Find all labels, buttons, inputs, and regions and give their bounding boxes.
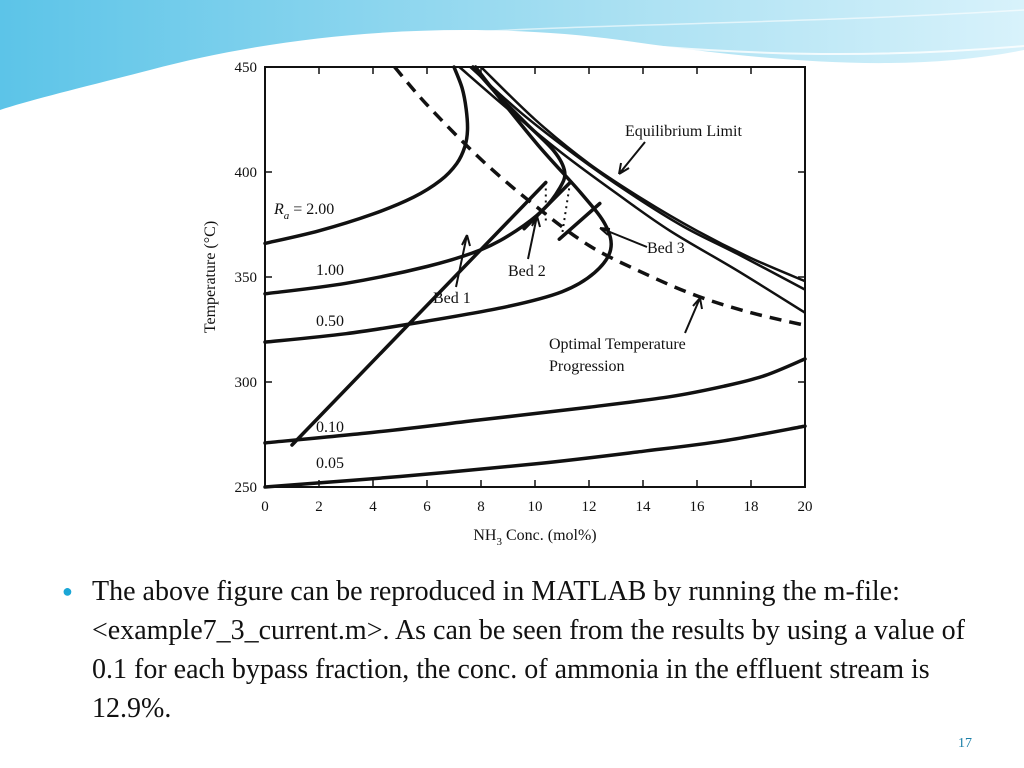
y-tick-label: 350 [235,270,258,286]
x-tick-label: 20 [798,499,813,515]
bullet-text: The above figure can be reproduced in MA… [92,576,972,724]
y-tick-label: 400 [235,165,258,181]
x-tick-label: 12 [582,499,597,515]
x-tick-label: 4 [369,499,377,515]
series-bed-2 [522,180,572,231]
y-tick-label: 450 [235,60,258,76]
series-equilibrium-limit [480,66,806,283]
label-bed-2: Bed 2 [508,263,546,280]
label-ra-2-00: Ra = 2.00 [273,201,334,222]
label-equilibrium-limit: Equilibrium Limit [625,123,742,140]
bullet-icon: ● [62,581,73,601]
series-bed-1 [290,180,548,447]
x-tick-label: 14 [636,499,652,515]
x-axis-title: NH3 Conc. (mol%) [473,527,596,548]
series-0-50 [263,65,613,344]
label-ra-0-10: 0.10 [316,419,344,436]
arrow-bed-2 [527,215,541,260]
y-tick-label: 250 [235,480,258,496]
x-tick-label: 16 [690,499,706,515]
arrow-optimal [684,297,703,334]
x-axis-ticks: 0 2 4 6 8 10 12 14 16 18 20 [261,67,813,515]
label-optimal-1: Optimal Temperature [549,336,686,353]
temperature-conversion-chart: 0 2 4 6 8 10 12 14 16 18 20 250 300 350 400 450 NH3 Co… [202,60,813,548]
label-ra-0-50: 0.50 [316,313,344,330]
header-wave [0,0,1024,110]
arrow-bed-3 [599,227,648,248]
series-2-00 [263,65,470,246]
label-bed-3: Bed 3 [647,240,685,257]
y-tick-label: 300 [235,375,258,391]
label-optimal-2: Progression [549,358,625,375]
series-equilibrium-2 [469,66,806,291]
series-1-00 [263,65,567,296]
series-equilibrium-3 [458,66,806,314]
page-number: 17 [958,736,972,751]
header-wave-line [0,36,1024,113]
x-tick-label: 18 [744,499,759,515]
series-0-10 [263,357,807,445]
header-wave-line-2 [199,9,1024,61]
label-ra-1-00: 1.00 [316,262,344,279]
x-tick-label: 6 [423,499,431,515]
series-optimal-temperature-progression [393,65,806,328]
x-tick-label: 0 [261,499,269,515]
series-bed-3 [557,201,602,241]
x-tick-label: 8 [477,499,485,515]
x-tick-label: 10 [528,499,543,515]
series-0-05 [263,424,807,489]
series-layer [263,65,807,489]
label-bed-1: Bed 1 [433,290,471,307]
arrow-bed-1 [455,234,471,288]
bullet-item: ● The above figure can be reproduced in … [62,572,982,728]
x-tick-label: 2 [315,499,323,515]
arrow-equilibrium [618,141,646,175]
label-ra-0-05: 0.05 [316,455,344,472]
y-axis-title: Temperature (°C) [202,221,219,333]
